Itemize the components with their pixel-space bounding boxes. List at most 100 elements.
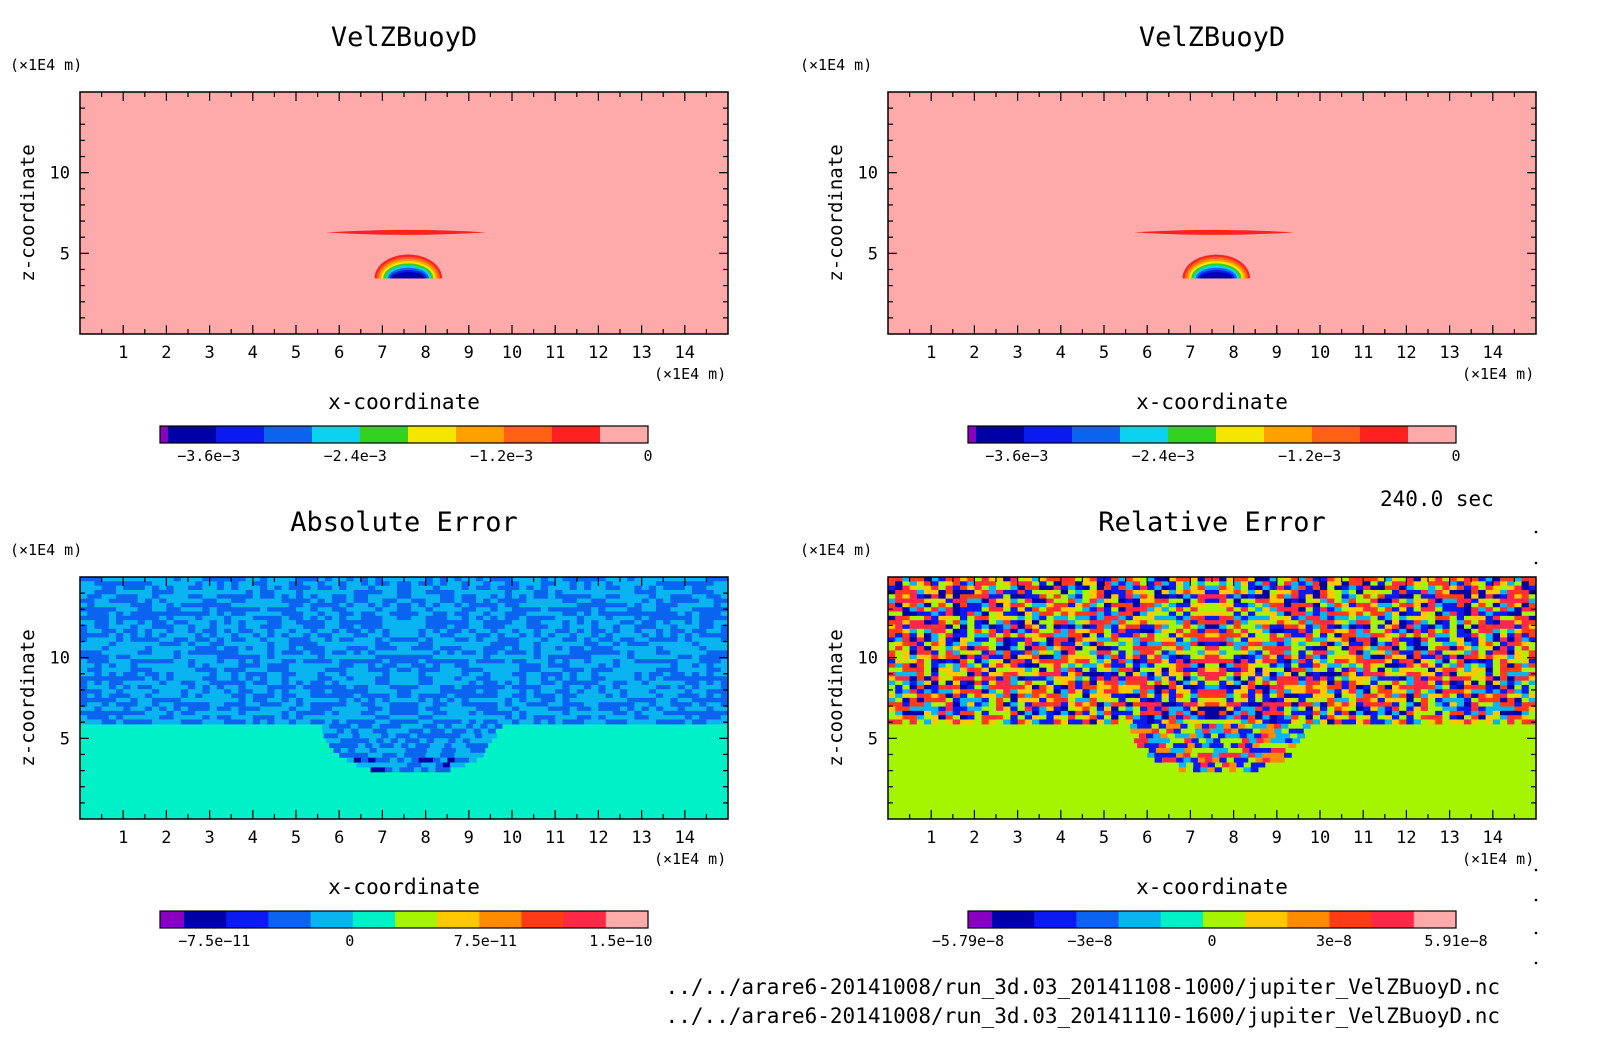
- field-cell: [332, 671, 340, 677]
- field-cell: [94, 697, 103, 703]
- field-cell: [404, 693, 412, 699]
- field-cell: [123, 650, 131, 656]
- field-cell: [216, 680, 225, 686]
- field-cell: [1449, 598, 1458, 604]
- field-cell: [497, 671, 506, 677]
- field-cell: [173, 611, 182, 617]
- field-cell: [101, 611, 110, 617]
- field-cell: [641, 581, 650, 587]
- field-cell: [461, 581, 470, 587]
- field-cell: [116, 702, 124, 708]
- field-cell: [576, 594, 585, 600]
- field-cell: [447, 641, 455, 647]
- field-cell: [1168, 637, 1177, 643]
- field-cell: [1046, 598, 1055, 604]
- field-cell: [173, 667, 182, 673]
- field-cell: [94, 719, 103, 725]
- field-cell: [562, 607, 571, 613]
- field-cell: [555, 702, 563, 708]
- field-cell: [627, 577, 635, 582]
- field-cell: [1471, 624, 1479, 630]
- field-cell: [1161, 602, 1170, 608]
- field-cell: [1003, 577, 1011, 582]
- field-cell: [490, 646, 499, 652]
- field-cell: [512, 667, 520, 673]
- field-cell: [396, 628, 405, 634]
- field-cell: [468, 654, 477, 660]
- heatmap-field: [80, 577, 728, 819]
- field-cell: [526, 581, 535, 587]
- field-cell: [699, 641, 707, 647]
- field-cell: [569, 598, 578, 604]
- field-cell: [909, 585, 918, 591]
- field-cell: [1348, 594, 1357, 600]
- field-cell: [699, 719, 707, 725]
- field-cell: [372, 728, 381, 734]
- field-cell: [87, 719, 95, 725]
- field-cell: [663, 693, 671, 699]
- field-cell: [1111, 637, 1119, 643]
- field-cell: [656, 715, 664, 721]
- field-cell: [1219, 633, 1227, 639]
- field-cell: [1190, 637, 1199, 643]
- field-cell: [996, 598, 1004, 604]
- field-cell: [483, 693, 491, 699]
- field-cell: [389, 650, 398, 656]
- field-cell: [252, 671, 261, 677]
- field-cell: [591, 628, 599, 634]
- field-cell: [591, 676, 599, 682]
- field-cell: [418, 710, 427, 716]
- field-cell: [375, 676, 383, 682]
- field-cell: [663, 710, 671, 716]
- field-cell: [1485, 594, 1494, 600]
- field-cell: [634, 719, 643, 725]
- field-cell: [108, 646, 117, 652]
- field-cell: [425, 594, 434, 600]
- field-cell: [504, 654, 513, 660]
- field-cell: [670, 581, 679, 587]
- field-cell: [375, 693, 383, 699]
- field-cell: [902, 620, 911, 626]
- field-cell: [519, 585, 527, 591]
- field-cell: [584, 659, 592, 664]
- field-cell: [317, 663, 326, 669]
- field-cell: [339, 706, 347, 712]
- field-cell: [512, 624, 520, 630]
- field-cell: [432, 650, 441, 656]
- field-cell: [490, 697, 499, 703]
- field-cell: [1132, 602, 1141, 608]
- field-cell: [1442, 598, 1451, 604]
- field-cell: [159, 710, 167, 716]
- field-cell: [1514, 581, 1523, 587]
- field-cell: [346, 624, 355, 630]
- field-cell: [404, 602, 412, 608]
- field-cell: [260, 684, 268, 690]
- field-cell: [123, 581, 131, 587]
- field-cell: [1125, 602, 1134, 608]
- field-cell: [339, 628, 347, 634]
- field-cell: [1492, 594, 1501, 600]
- field-cell: [677, 706, 686, 712]
- field-cell: [123, 641, 131, 647]
- field-cell: [455, 748, 464, 753]
- field-cell: [1183, 637, 1191, 643]
- field-cell: [389, 693, 398, 699]
- field-cell: [94, 641, 103, 647]
- field-cell: [458, 743, 467, 749]
- field-cell: [605, 641, 614, 647]
- field-cell: [677, 689, 686, 695]
- field-cell: [375, 671, 383, 677]
- field-cell: [620, 715, 628, 721]
- field-cell: [1226, 577, 1235, 582]
- field-cell: [159, 602, 167, 608]
- field-cell: [94, 650, 103, 656]
- field-cell: [231, 667, 239, 673]
- field-cell: [548, 693, 556, 699]
- field-cell: [267, 706, 275, 712]
- field-cell: [612, 702, 621, 708]
- field-cell: [1068, 577, 1076, 582]
- field-cell: [144, 641, 153, 647]
- field-cell: [1096, 581, 1105, 587]
- field-cell: [166, 663, 175, 669]
- field-cell: [396, 577, 405, 582]
